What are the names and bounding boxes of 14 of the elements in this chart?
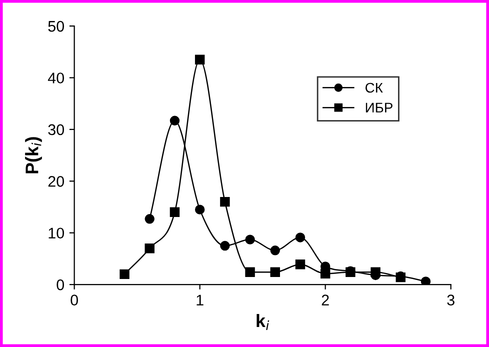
legend-label: СК [366, 82, 383, 93]
y-axis-title: P(k$_{i}$) [25, 137, 42, 174]
x-tick-label: 2 [322, 294, 329, 306]
y-tick-label: 50 [48, 20, 64, 32]
x-tick-label: 3 [447, 294, 454, 306]
x-tick-label: 1 [196, 294, 204, 306]
x-tick-label: 0 [70, 294, 78, 306]
y-tick-label: 40 [48, 72, 64, 84]
legend-label: ИБР [366, 102, 392, 112]
y-tick-label: 0 [56, 279, 64, 290]
y-tick-label: 20 [48, 176, 64, 187]
y-tick-label: 10 [48, 228, 64, 239]
x-axis-title: k$_{i}$ [256, 314, 270, 330]
y-tick-label: 30 [48, 124, 64, 136]
